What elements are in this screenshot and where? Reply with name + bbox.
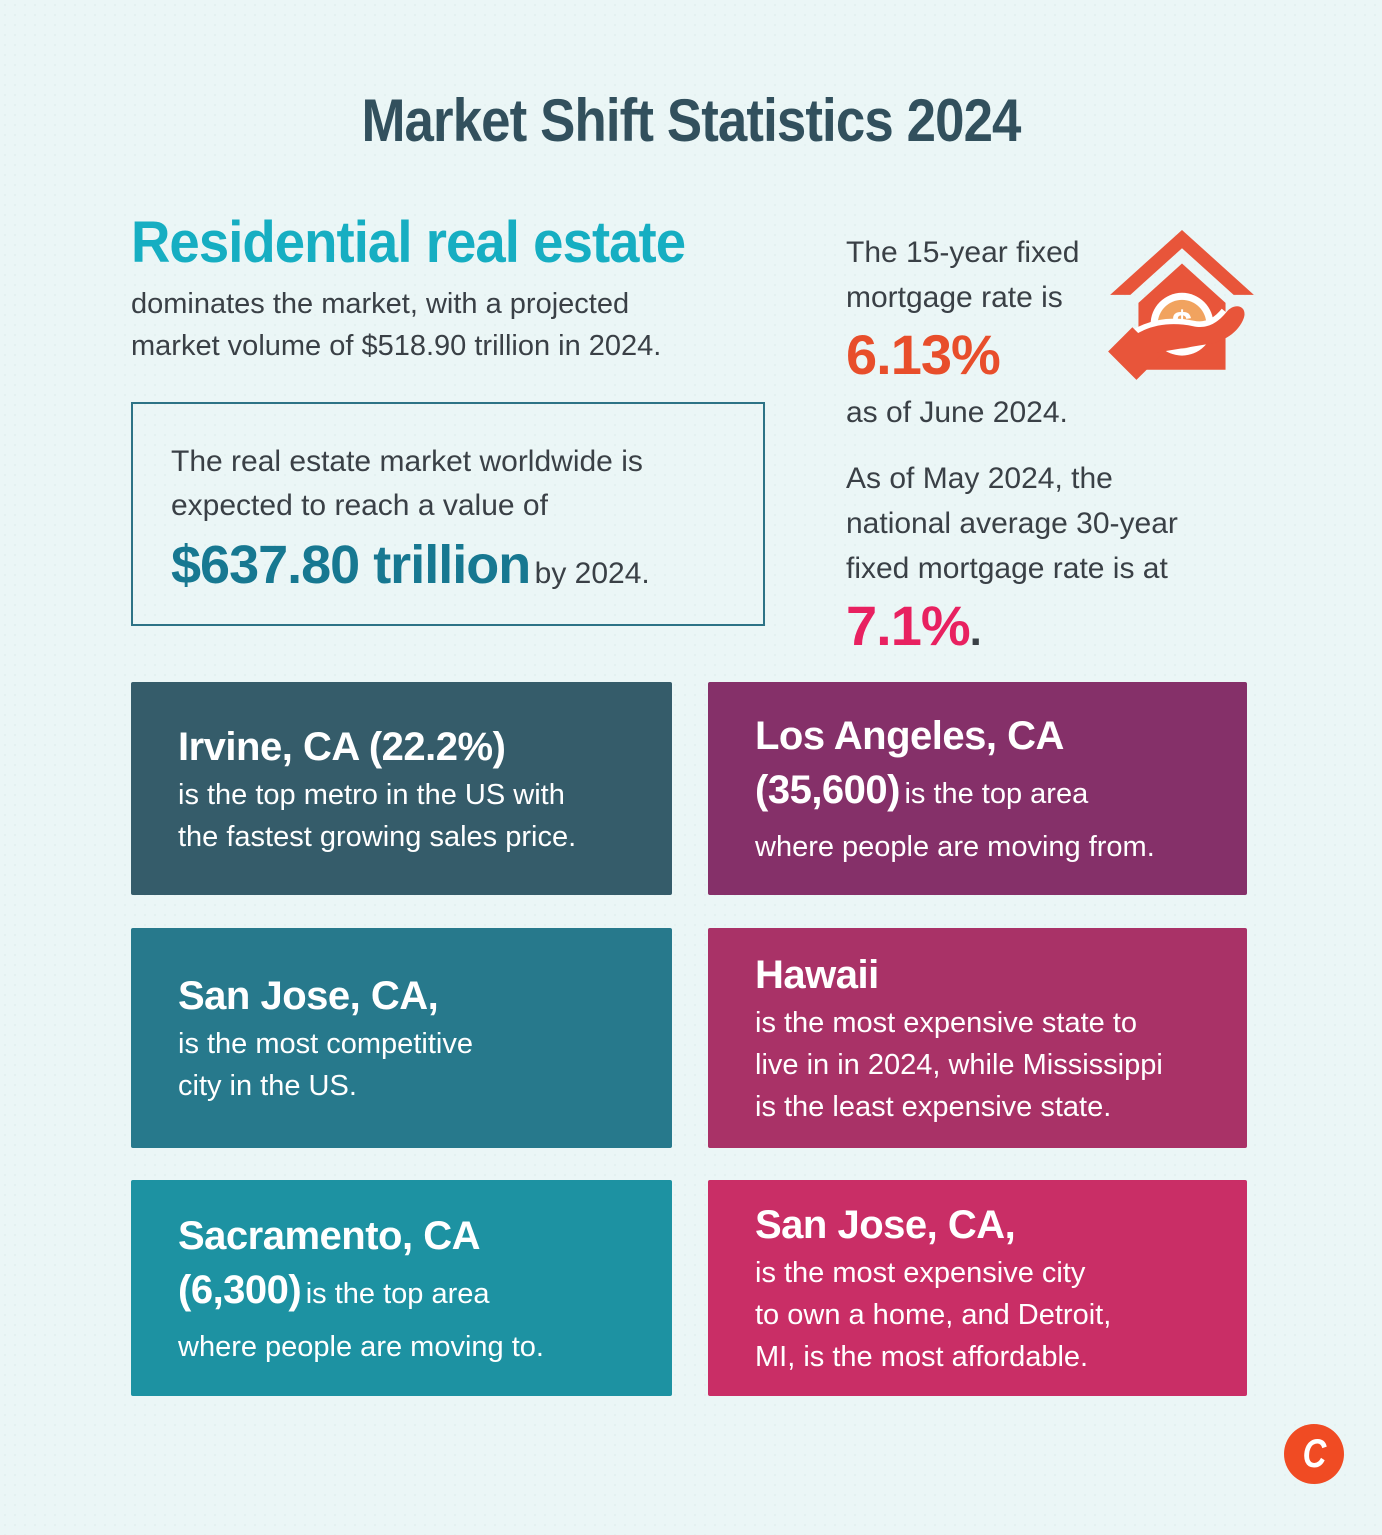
intro-body-line: market volume of $518.90 trillion in 202… [131, 329, 662, 362]
value-box-bigline: $637.80 trillion by 2024. [171, 534, 763, 596]
card-heading: Sacramento, CA [178, 1213, 480, 1258]
hand-holding-house-icon: $ [1106, 228, 1258, 390]
mortgage-15yr-lead-line: mortgage rate is [846, 281, 1063, 314]
mortgage-30yr-lead: As of May 2024, the national average 30-… [846, 456, 1266, 591]
mortgage-30yr-lead-line: As of May 2024, the [846, 462, 1113, 495]
market-value-box: The real estate market worldwide is expe… [131, 402, 765, 626]
card-mixed-line: (35,600) is the top area [755, 763, 1155, 826]
card-heading: San Jose, CA, [755, 1203, 1016, 1247]
card-text-line: live in in 2024, while Mississippi [755, 1049, 1163, 1081]
mortgage-30yr-rate-line: 7.1%. [846, 595, 1266, 662]
card-heading: Irvine, CA (22.2%) [178, 724, 506, 769]
mortgage-30yr-lead-line: fixed mortgage rate is at [846, 552, 1168, 585]
market-value-suffix: by 2024. [534, 557, 650, 590]
card-text-line: city in the US. [178, 1070, 357, 1102]
mortgage-15yr-suffix: as of June 2024. [846, 396, 1068, 429]
card-text-line: is the least expensive state. [755, 1091, 1112, 1123]
card-heading-number: (6,300) [178, 1267, 302, 1312]
stat-card-los-angeles: Los Angeles, CA (35,600) is the top area… [708, 682, 1247, 895]
card-text-inline: is the top area [904, 778, 1089, 810]
stat-card-sacramento: Sacramento, CA (6,300) is the top area w… [131, 1180, 672, 1396]
mortgage-15yr-lead: The 15-year fixed mortgage rate is [846, 230, 1116, 320]
intro-heading: Residential real estate [131, 210, 686, 275]
card-heading: Hawaii [755, 953, 879, 997]
card-text-line: MI, is the most affordable. [755, 1341, 1089, 1373]
hand-holding-house-icon-svg: $ [1108, 230, 1254, 380]
card-text-line: is the most expensive city [755, 1257, 1086, 1289]
card-heading-number: (35,600) [755, 768, 900, 812]
card-text-line: where people are moving to. [178, 1330, 544, 1363]
page-title: Market Shift Statistics 2024 [361, 87, 1021, 154]
brand-logo: C [1284, 1424, 1344, 1484]
mortgage-30yr-rate: 7.1% [846, 594, 971, 657]
mortgage-30yr-lead-line: national average 30-year [846, 507, 1178, 540]
stat-card-san-jose-expensive: San Jose, CA, is the most expensive city… [708, 1180, 1247, 1396]
card-text-line: to own a home, and Detroit, [755, 1299, 1112, 1331]
card-text-inline: is the top area [305, 1277, 490, 1310]
value-box-lead-line: The real estate market worldwide is [171, 445, 643, 478]
mortgage-15yr-block: The 15-year fixed mortgage rate is 6.13%… [846, 230, 1116, 435]
value-box-lead: The real estate market worldwide is expe… [171, 440, 763, 528]
stat-card-irvine: Irvine, CA (22.2%) is the top metro in t… [131, 682, 672, 895]
card-heading: San Jose, CA, [178, 974, 439, 1018]
mortgage-15yr-rate: 6.13% [846, 323, 1001, 386]
stat-card-hawaii: Hawaii is the most expensive state to li… [708, 928, 1247, 1148]
mortgage-30yr-period: . [969, 606, 982, 655]
intro-section: Residential real estate dominates the ma… [131, 210, 781, 367]
value-box-lead-line: expected to reach a value of [171, 489, 548, 522]
card-text-line: is the top metro in the US with [178, 778, 565, 811]
card-heading: Los Angeles, CA [755, 714, 1064, 758]
card-text-line: is the most expensive state to [755, 1007, 1138, 1039]
market-value: $637.80 trillion [171, 535, 531, 595]
intro-body: dominates the market, with a projected m… [131, 283, 781, 367]
mortgage-30yr-block: As of May 2024, the national average 30-… [846, 456, 1266, 662]
brand-logo-letter: C [1302, 1432, 1326, 1476]
card-text-line: is the most competitive [178, 1028, 473, 1060]
card-text-line: where people are moving from. [755, 831, 1155, 863]
intro-body-line: dominates the market, with a projected [131, 287, 630, 320]
card-mixed-line: (6,300) is the top area [178, 1263, 544, 1326]
card-text-line: the fastest growing sales price. [178, 820, 577, 853]
stat-card-san-jose-competitive: San Jose, CA, is the most competitive ci… [131, 928, 672, 1148]
mortgage-15yr-lead-line: The 15-year fixed [846, 236, 1080, 269]
